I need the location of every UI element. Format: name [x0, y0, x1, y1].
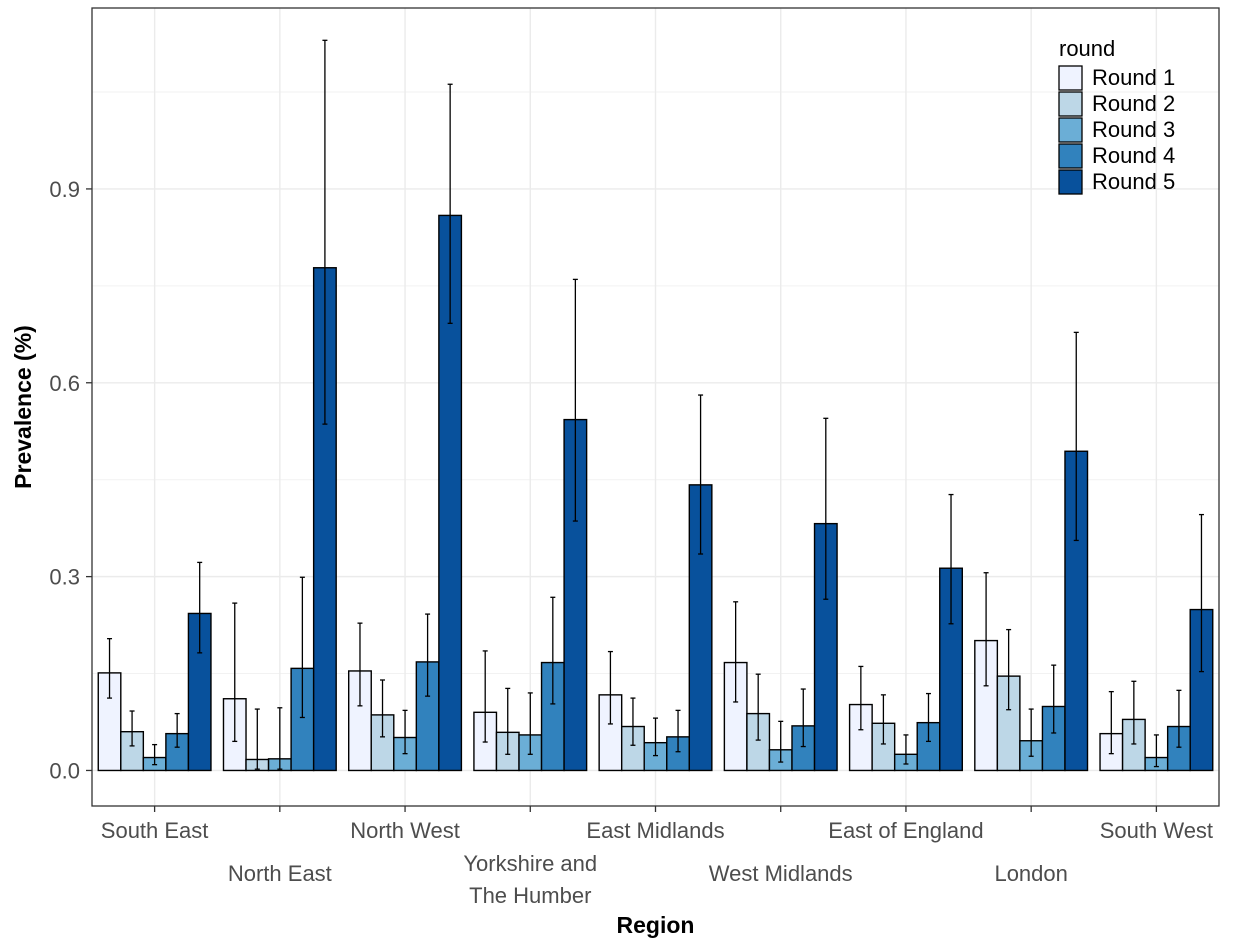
- y-axis-title: Prevalence (%): [10, 325, 36, 489]
- legend-label: Round 2: [1092, 91, 1175, 116]
- grid: [92, 8, 1219, 806]
- x-tick-label: South West: [1100, 818, 1213, 843]
- x-tick-label: East Midlands: [586, 818, 724, 843]
- legend-swatch: [1058, 91, 1083, 117]
- legend-swatch: [1058, 143, 1083, 169]
- x-tick-label: North West: [350, 818, 460, 843]
- legend-label: Round 1: [1092, 65, 1175, 90]
- bars: [97, 214, 1214, 772]
- legend-label: Round 4: [1092, 143, 1175, 168]
- y-tick-label: 0.0: [49, 758, 80, 783]
- legend-label: Round 3: [1092, 117, 1175, 142]
- x-tick-label: Yorkshire and The Humber: [463, 851, 597, 908]
- x-tick-label: South East: [101, 818, 209, 843]
- x-axis-title: Region: [617, 912, 695, 938]
- legend-title: round: [1059, 36, 1115, 61]
- y-tick-label: 0.3: [49, 565, 80, 590]
- legend-swatch: [1058, 117, 1083, 143]
- y-tick-label: 0.9: [49, 177, 80, 202]
- axes: 0.0 0.3 0.6 0.9 South East North East North We…: [49, 177, 1213, 908]
- legend-swatch: [1058, 65, 1083, 91]
- legend-swatch: [1058, 169, 1083, 195]
- x-tick-label: East of England: [828, 818, 983, 843]
- x-tick-label: London: [994, 861, 1067, 886]
- legend-label: Round 5: [1092, 169, 1175, 194]
- error-bars: [107, 39, 1204, 770]
- x-tick-label: North East: [228, 861, 332, 886]
- y-tick-label: 0.6: [49, 371, 80, 396]
- x-tick-label: West Midlands: [709, 861, 853, 886]
